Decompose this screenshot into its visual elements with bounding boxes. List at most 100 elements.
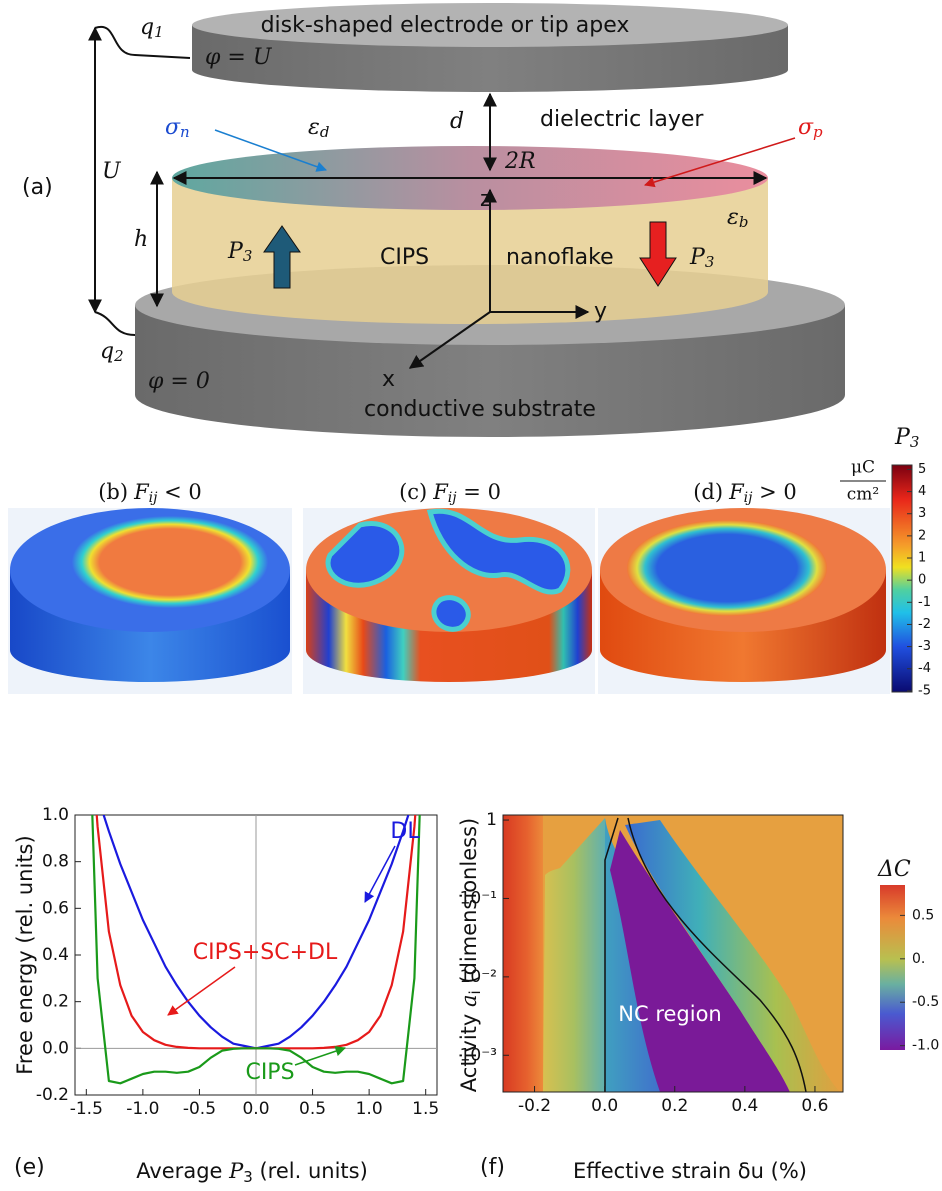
- x-tick-label: 1.5: [412, 1099, 439, 1119]
- panel-a: disk-shaped electrode or tip apex φ = U …: [22, 3, 845, 437]
- colorbar-tick-label: 3: [918, 506, 926, 521]
- colorbar-tick-label: 0.: [912, 951, 925, 967]
- y-tick-label: 1.0: [42, 805, 69, 825]
- colorbar-tick-label: 0: [918, 573, 926, 588]
- colorbar-tick-label: -2: [918, 617, 931, 632]
- panel-label: (a): [22, 175, 53, 200]
- gap: d: [450, 109, 464, 134]
- x-axis-title: Effective strain δu (%): [573, 1159, 807, 1183]
- colorbar-title: ΔC: [877, 857, 911, 882]
- z-label: z: [480, 187, 492, 212]
- wire-top: [94, 25, 191, 59]
- y-tick-label: 0.4: [42, 945, 69, 965]
- y-tick-label: 0.8: [42, 852, 69, 872]
- x-axis-title: Average P3 (rel. units): [136, 1159, 368, 1186]
- sigma-n-arrow: [214, 129, 327, 172]
- heatmap: [503, 815, 843, 1092]
- x-tick-label: 0.6: [801, 1096, 828, 1116]
- flake-side: [172, 178, 768, 324]
- diameter: 2R: [504, 149, 536, 174]
- colorbar-tick-label: -1: [918, 595, 931, 610]
- x-tick-label: -0.5: [183, 1099, 216, 1119]
- colorbar-title: P3: [894, 425, 919, 451]
- series-label: CIPS+SC+DL: [193, 940, 338, 965]
- colorbar-p3: [891, 464, 913, 693]
- electrode-top: [192, 3, 788, 47]
- y-label: y: [594, 299, 607, 324]
- panel-title: (b) Fij < 0: [98, 480, 202, 507]
- y-tick-label: 0.2: [42, 992, 69, 1012]
- sigma-p-arrow: [643, 137, 796, 188]
- x-label: x: [382, 367, 395, 392]
- unit-bottom: cm²: [847, 485, 879, 505]
- sigma-n: σn: [165, 115, 190, 141]
- q1: q1: [140, 15, 164, 41]
- x-tick-label: 0.0: [591, 1096, 618, 1116]
- y-tick-label: 0.0: [42, 1038, 69, 1058]
- x-tick-label: -0.2: [518, 1096, 551, 1116]
- dielectric-label: dielectric layer: [540, 107, 704, 132]
- x-tick-label: 0.5: [299, 1099, 326, 1119]
- y-tick-label: 0.6: [42, 898, 69, 918]
- x-tick-label: -1.5: [70, 1099, 103, 1119]
- colorbar-tick-label: -0.5: [912, 994, 939, 1010]
- x-axis: [408, 311, 491, 369]
- x-tick-label: 0.2: [661, 1096, 688, 1116]
- voltage: U: [102, 159, 122, 184]
- panel-d-domain: [627, 520, 827, 616]
- label-arrow: [167, 966, 236, 1016]
- material: CIPS: [380, 245, 429, 270]
- polarization-down: [639, 221, 677, 287]
- nc-region: [610, 830, 790, 1092]
- p3-right: P3: [689, 245, 714, 271]
- y-axis-title: Free energy (rel. units): [13, 835, 37, 1074]
- x-tick-label: 0.0: [242, 1099, 269, 1119]
- curve: [91, 815, 421, 1085]
- plot-frame-f: [502, 814, 844, 1093]
- panel-label: (e): [14, 1155, 45, 1180]
- y-tick-label: 10⁻³: [460, 1045, 497, 1065]
- thickness: h: [134, 227, 148, 252]
- panel-title: (c) Fij = 0: [399, 480, 501, 507]
- eps-d: εd: [308, 115, 329, 141]
- boundary-right: [627, 817, 807, 1092]
- series-label: DL: [390, 819, 420, 844]
- phi-bottom: φ = 0: [148, 369, 210, 394]
- x-tick-label: 0.4: [731, 1096, 758, 1116]
- panel-c-domains: [325, 508, 571, 632]
- panel-b-domain: [72, 516, 268, 608]
- polarization-up: [263, 225, 301, 289]
- unit-top: μC: [851, 458, 875, 478]
- colorbar-tick-label: 0.5: [912, 907, 934, 923]
- panel-label: (f): [480, 1155, 505, 1180]
- y-tick-label: -0.2: [36, 1085, 69, 1105]
- sigma-p: σp: [798, 115, 823, 141]
- colorbar-dc: [880, 885, 905, 1050]
- curves: [91, 815, 421, 1085]
- boundary-left: [604, 817, 619, 1092]
- wire-bottom: [94, 311, 136, 336]
- substrate-label: conductive substrate: [364, 397, 596, 422]
- label-arrow: [294, 1046, 346, 1066]
- heatmap-right: [625, 820, 840, 1092]
- y-axis-title: Activity ai (dimensionless): [457, 818, 484, 1092]
- colorbar-tick-label: 5: [918, 462, 926, 477]
- colorbar-tick-label: 1: [918, 551, 926, 566]
- y-tick-label: 10⁻¹: [460, 888, 497, 908]
- x-tick-label: -1.0: [126, 1099, 159, 1119]
- p3-left: P3: [227, 239, 252, 265]
- series-label: CIPS: [245, 1060, 294, 1085]
- q2: q2: [100, 339, 124, 365]
- colorbar-tick-label: 4: [918, 484, 926, 499]
- x-tick-label: 1.0: [356, 1099, 383, 1119]
- annotation: NC region: [618, 1002, 721, 1026]
- colorbar-tick-label: -4: [918, 661, 931, 676]
- electrode-label: disk-shaped electrode or tip apex: [261, 13, 630, 38]
- y-tick-label: 1: [486, 810, 497, 830]
- colorbar-tick-label: -1.0: [912, 1038, 939, 1054]
- phi-top: φ = U: [205, 45, 273, 70]
- colorbar-tick-label: -3: [918, 639, 931, 654]
- colorbar-tick-label: 2: [918, 528, 926, 543]
- eps-b: εb: [727, 205, 748, 231]
